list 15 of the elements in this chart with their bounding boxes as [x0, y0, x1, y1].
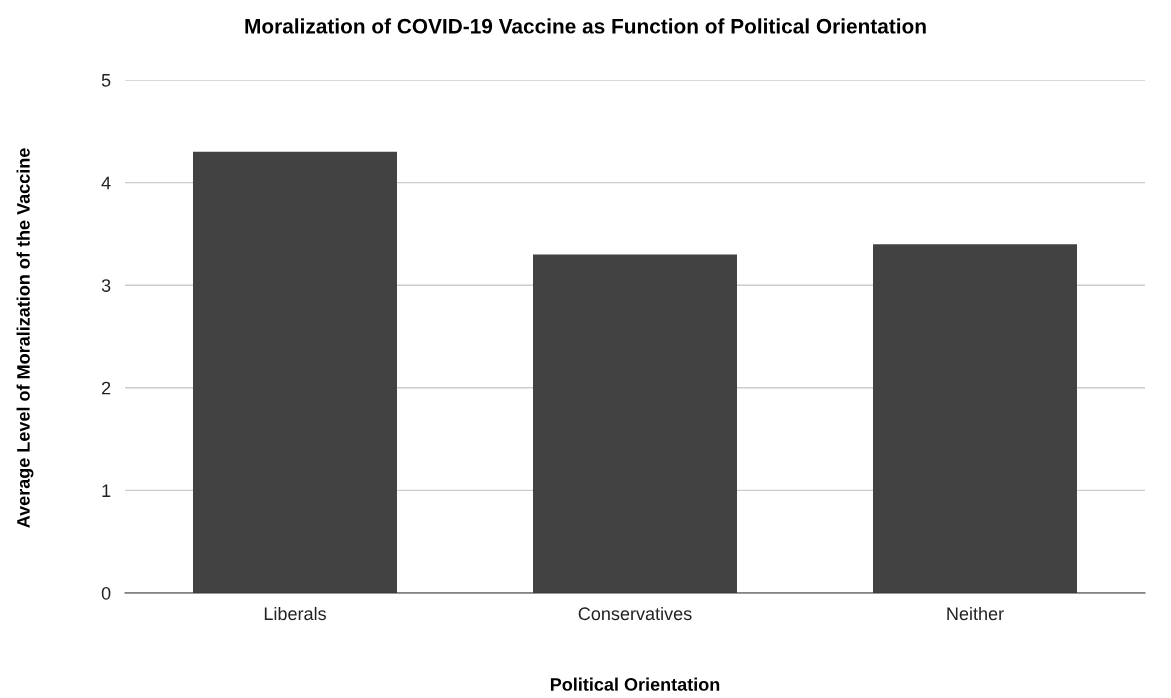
- y-axis-title: Average Level of Moralization of the Vaccine: [16, 148, 34, 528]
- y-tick-label: 0: [101, 586, 111, 600]
- x-tick-label: Liberals: [264, 606, 326, 621]
- y-tick-label: 5: [101, 74, 111, 87]
- x-tick-label: Neither: [947, 606, 1004, 621]
- bar: [193, 151, 397, 593]
- chart-title: Moralization of COVID-19 Vaccine as Function of Political Orientation: [245, 18, 926, 34]
- y-tick-label: 2: [101, 381, 111, 395]
- x-axis-title: Political Orientation: [550, 677, 720, 691]
- y-tick-label: 1: [102, 484, 111, 497]
- bar: [533, 254, 737, 593]
- x-tick-label: Conservatives: [578, 606, 692, 621]
- y-tick-label: 3: [101, 279, 111, 292]
- bar: [873, 244, 1077, 593]
- y-tick-label: 4: [101, 176, 111, 190]
